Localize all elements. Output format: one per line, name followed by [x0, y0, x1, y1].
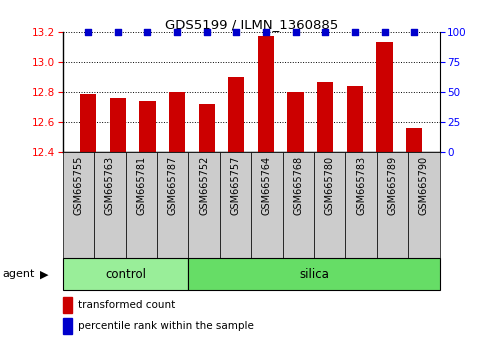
Bar	[188, 152, 220, 258]
Text: GSM665781: GSM665781	[136, 155, 146, 215]
Point	[321, 29, 329, 35]
Point	[232, 29, 240, 35]
Text: transformed count: transformed count	[78, 300, 175, 310]
Bar	[157, 152, 188, 258]
Point	[114, 29, 122, 35]
Text: silica: silica	[299, 268, 329, 281]
Bar	[408, 152, 440, 258]
Bar	[345, 152, 377, 258]
Text: agent: agent	[2, 269, 35, 279]
Bar	[110, 98, 126, 152]
Bar	[251, 152, 283, 258]
Bar	[406, 128, 423, 152]
Bar	[63, 297, 72, 313]
Point	[203, 29, 211, 35]
Bar	[63, 258, 188, 290]
Bar	[317, 81, 333, 152]
Title: GDS5199 / ILMN_1360885: GDS5199 / ILMN_1360885	[165, 18, 338, 31]
Bar	[287, 92, 304, 152]
Bar	[228, 77, 244, 152]
Bar	[80, 93, 96, 152]
Bar	[63, 152, 94, 258]
Text: GSM665783: GSM665783	[356, 155, 366, 215]
Point	[411, 29, 418, 35]
Text: GSM665768: GSM665768	[293, 155, 303, 215]
Text: GSM665780: GSM665780	[325, 155, 335, 215]
Bar	[169, 92, 185, 152]
Text: GSM665764: GSM665764	[262, 155, 272, 215]
Text: GSM665787: GSM665787	[168, 155, 178, 215]
Text: ▶: ▶	[40, 269, 48, 279]
Bar	[376, 42, 393, 152]
Bar	[94, 152, 126, 258]
Bar	[347, 86, 363, 152]
Point	[292, 29, 299, 35]
Point	[262, 29, 270, 35]
Bar	[314, 152, 345, 258]
Text: control: control	[105, 268, 146, 281]
Bar	[258, 36, 274, 152]
Point	[143, 29, 151, 35]
Point	[84, 29, 92, 35]
Point	[381, 29, 388, 35]
Text: GSM665755: GSM665755	[73, 155, 84, 215]
Bar	[283, 152, 314, 258]
Bar	[126, 152, 157, 258]
Bar	[220, 152, 251, 258]
Text: GSM665790: GSM665790	[419, 155, 429, 215]
Text: GSM665752: GSM665752	[199, 155, 209, 215]
Text: GSM665763: GSM665763	[105, 155, 115, 215]
Bar	[63, 318, 72, 334]
Text: GSM665757: GSM665757	[230, 155, 241, 215]
Bar	[139, 101, 156, 152]
Bar	[377, 152, 408, 258]
Bar	[199, 104, 215, 152]
Bar	[188, 258, 440, 290]
Point	[173, 29, 181, 35]
Text: GSM665789: GSM665789	[387, 155, 398, 215]
Text: percentile rank within the sample: percentile rank within the sample	[78, 321, 254, 331]
Point	[351, 29, 359, 35]
